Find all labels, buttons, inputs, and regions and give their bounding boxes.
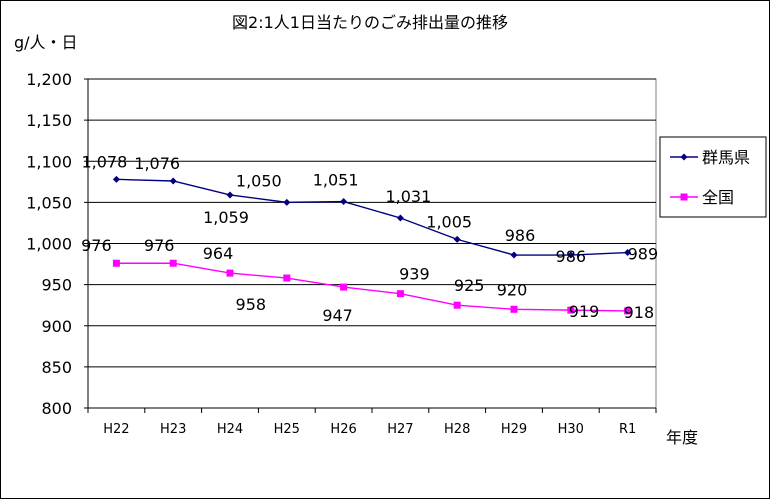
plot-area: 800 850 900 950 1,000 1,050 1,100 1,150 1,200 H22…	[26, 70, 658, 437]
data-label: 1,059	[203, 208, 249, 227]
data-point	[226, 269, 234, 277]
legend-box	[659, 136, 767, 218]
y-axis-title: g/人・日	[14, 33, 78, 52]
data-label: 989	[628, 245, 659, 264]
data-point	[283, 274, 291, 282]
x-tick-label: H25	[274, 422, 300, 437]
x-tick-label: R1	[619, 422, 636, 437]
x-tick-label: H23	[160, 422, 186, 437]
series-line-2	[116, 262, 628, 312]
data-point	[396, 290, 404, 298]
legend-label: 全国	[702, 188, 734, 207]
x-tick-label: H24	[217, 422, 243, 437]
data-label: 920	[497, 280, 528, 299]
y-tick-label: 1,200	[26, 70, 72, 89]
data-point	[624, 249, 632, 257]
y-tick-label: 1,100	[26, 152, 72, 171]
data-label: 939	[399, 265, 430, 284]
data-point	[112, 175, 120, 183]
data-label: 964	[203, 244, 234, 263]
series-line-1	[116, 178, 628, 256]
data-label: 986	[505, 226, 536, 245]
data-point	[112, 259, 120, 267]
data-point	[226, 191, 234, 199]
x-tick-label: H28	[444, 422, 470, 437]
y-tick-label: 900	[41, 317, 72, 336]
data-label: 1,005	[426, 212, 472, 231]
y-tick-label: 1,000	[26, 235, 72, 254]
data-label: 1,031	[385, 187, 431, 206]
x-axis-title: 年度	[666, 428, 698, 447]
data-label: 976	[81, 236, 112, 255]
y-tick-label: 800	[41, 399, 72, 418]
legend-marker	[680, 153, 688, 161]
data-point	[567, 251, 575, 259]
data-label: 1,076	[134, 154, 180, 173]
data-label: 925	[454, 276, 485, 295]
y-tick-label: 1,150	[26, 111, 72, 130]
data-label: 918	[624, 303, 655, 322]
chart-title: 図2:1人1日当たりのごみ排出量の推移	[232, 13, 508, 32]
y-tick-label: 950	[41, 276, 72, 295]
legend-marker	[680, 193, 688, 201]
data-point	[567, 306, 575, 314]
data-label: 1,050	[236, 171, 282, 190]
data-point	[283, 198, 291, 206]
data-point	[396, 214, 404, 222]
x-tick-label: H30	[558, 422, 584, 437]
data-label: 947	[322, 306, 353, 325]
y-tick-label: 850	[41, 358, 72, 377]
data-point	[510, 305, 518, 313]
x-tick-label: H22	[103, 422, 129, 437]
legend-label: 群馬県	[702, 148, 750, 167]
data-point	[340, 198, 348, 206]
data-label: 958	[236, 295, 267, 314]
y-tick-label: 1,050	[26, 193, 72, 212]
data-point	[624, 307, 632, 315]
data-point	[340, 283, 348, 291]
data-label: 919	[569, 302, 600, 321]
data-label: 1,078	[81, 152, 127, 171]
x-tick-label: H29	[501, 422, 527, 437]
data-label: 1,051	[313, 171, 359, 190]
data-label: 976	[144, 236, 175, 255]
data-point	[453, 301, 461, 309]
data-point	[453, 235, 461, 243]
data-point	[169, 177, 177, 185]
data-point	[510, 251, 518, 259]
x-tick-label: H26	[330, 422, 356, 437]
data-label: 986	[556, 247, 587, 266]
x-tick-label: H27	[387, 422, 413, 437]
data-point	[169, 259, 177, 267]
